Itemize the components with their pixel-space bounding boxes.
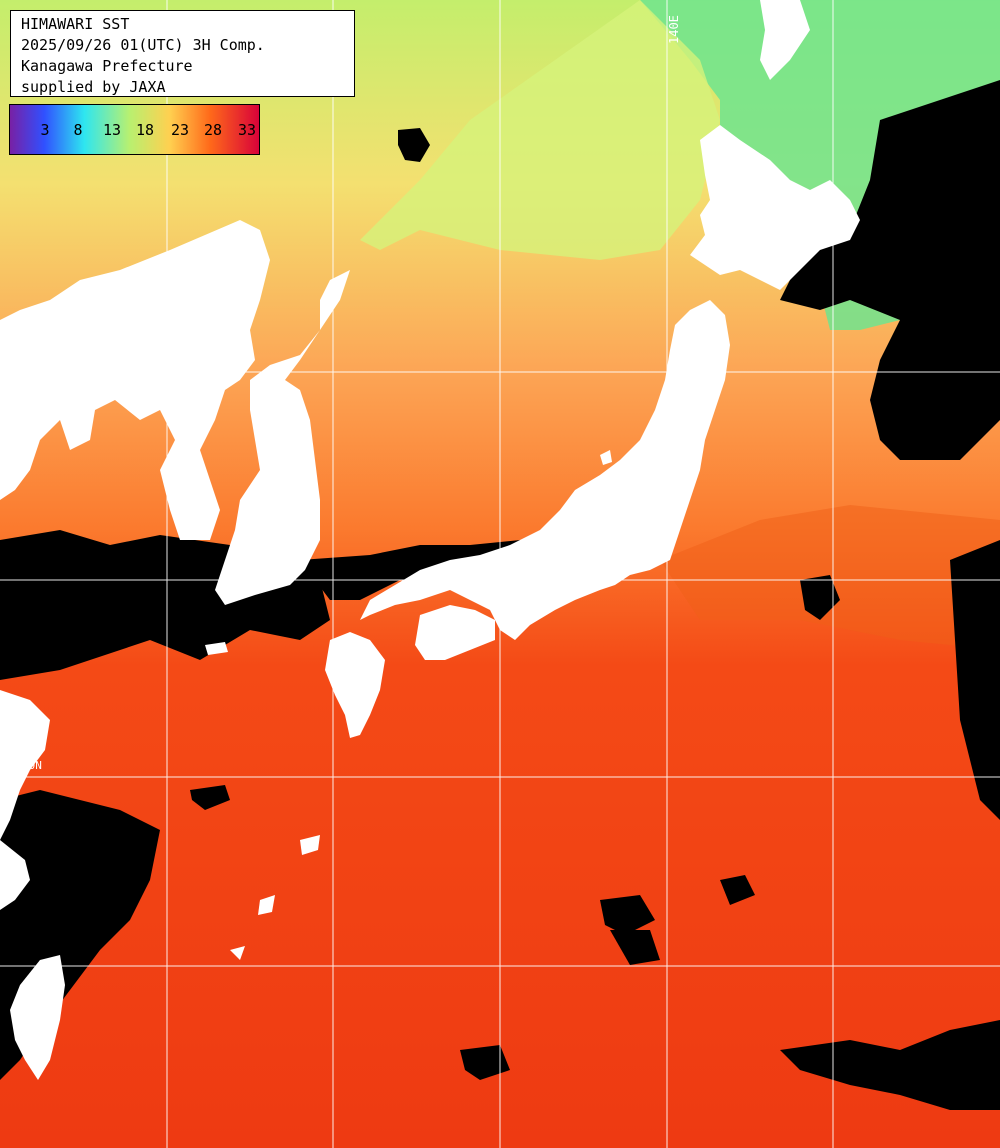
mainland-china-south <box>0 840 30 910</box>
ryukyu-2 <box>258 895 275 915</box>
info-panel: HIMAWARI SST 2025/09/26 01(UTC) 3H Comp.… <box>10 10 355 97</box>
mainland-china-north <box>0 220 270 540</box>
ryukyu-1 <box>300 835 320 855</box>
sado-island <box>600 450 612 465</box>
cool-water-sea-of-japan <box>360 0 720 260</box>
hokkaido <box>690 125 860 290</box>
map-region: Kanagawa Prefecture <box>21 57 193 75</box>
kyushu <box>325 632 385 738</box>
scale-tick: 28 <box>203 121 223 139</box>
land <box>0 0 860 1080</box>
korean-peninsula <box>215 270 350 605</box>
scale-tick: 23 <box>170 121 190 139</box>
map-datetime: 2025/09/26 01(UTC) 3H Comp. <box>21 36 265 54</box>
scale-tick: 8 <box>73 121 83 139</box>
taiwan <box>10 955 65 1080</box>
longitude-label: 140E <box>667 15 681 44</box>
jeju-island <box>205 642 228 655</box>
scale-tick: 3 <box>40 121 50 139</box>
map-title: HIMAWARI SST <box>21 15 130 33</box>
latitude-label: 30N <box>22 759 42 772</box>
color-scale-legend: 3 8 13 18 23 28 33 <box>9 104 260 155</box>
scale-tick: 13 <box>102 121 122 139</box>
color-scale-gradient <box>9 104 260 155</box>
scale-tick: 18 <box>135 121 155 139</box>
map-credit: supplied by JAXA <box>21 78 166 96</box>
scale-tick: 33 <box>237 121 257 139</box>
mainland-china-coast <box>0 690 50 840</box>
honshu <box>360 300 730 640</box>
shikoku <box>415 605 495 660</box>
sakhalin <box>760 0 810 80</box>
ryukyu-3 <box>230 946 245 960</box>
